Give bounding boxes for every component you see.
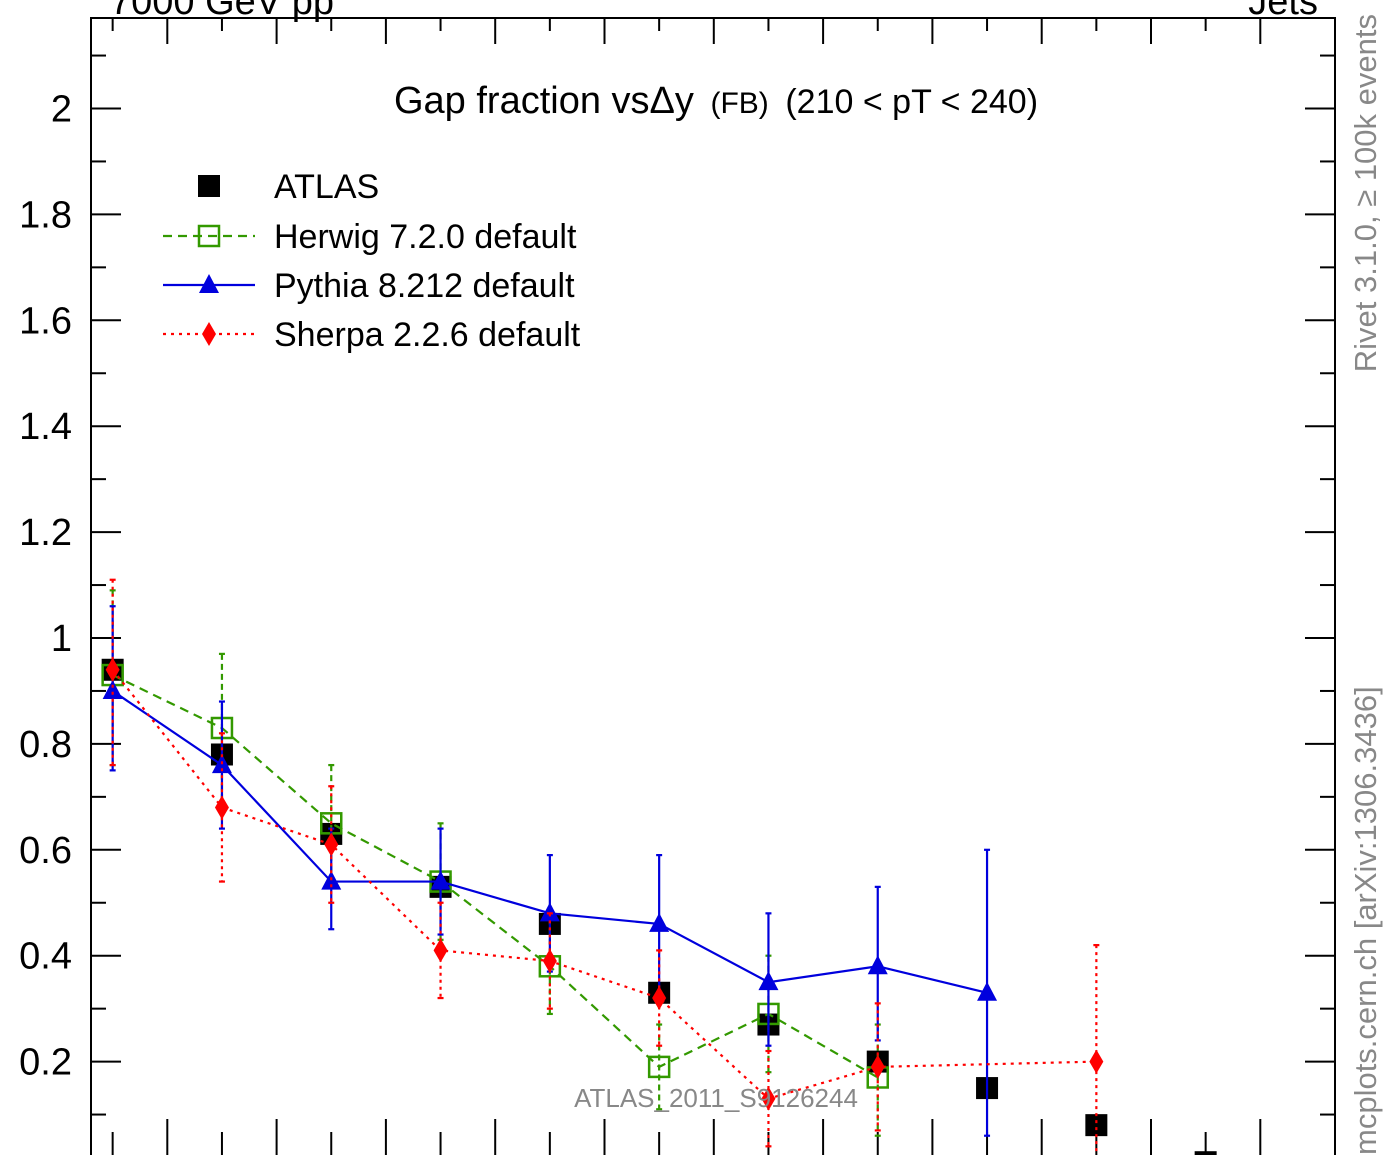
y-tick-label: 0.4	[19, 936, 72, 978]
legend-label: ATLAS	[274, 168, 379, 206]
data-point	[105, 657, 120, 682]
data-point	[1089, 1049, 1104, 1074]
data-point	[761, 1086, 776, 1111]
y-tick-label: 1.4	[19, 406, 72, 448]
data-point	[647, 1055, 671, 1079]
legend-marker	[197, 224, 221, 248]
analysis-watermark: ATLAS_2011_S9126244	[574, 1083, 858, 1113]
y-tick-label: 2	[51, 89, 72, 131]
data-point	[870, 1054, 885, 1079]
data-point	[1194, 1151, 1217, 1155]
data-point	[214, 795, 229, 820]
header-right-text: Jets	[1248, 0, 1318, 23]
data-point	[652, 986, 667, 1011]
y-tick-label: 0.8	[19, 724, 72, 766]
data-point	[539, 902, 560, 922]
legend-entry: Pythia 8.212 default	[163, 267, 575, 305]
legend-entry: ATLAS	[198, 168, 379, 206]
legend-label: Pythia 8.212 default	[274, 267, 575, 305]
data-point	[324, 832, 339, 857]
side-label-top: Rivet 3.1.0, ≥ 100k events	[1348, 14, 1383, 372]
chart-title-main: Gap fraction vsΔy	[394, 80, 694, 122]
series-herwig	[101, 589, 889, 1137]
y-tick-label: 1	[51, 618, 72, 660]
y-tick-label: 1.8	[19, 194, 72, 236]
data-point	[433, 938, 448, 963]
legend-label: Herwig 7.2.0 default	[274, 218, 577, 256]
series-pythia	[102, 605, 998, 1137]
legend-marker	[198, 175, 220, 197]
legend-marker	[199, 274, 219, 293]
y-tick-labels: 0.2 0.4 0.6 0.8 1 1.2 1.4 1.6 1.8 2	[19, 89, 72, 1084]
series-layer	[101, 578, 1217, 1155]
legend-entry: Herwig 7.2.0 default	[163, 218, 577, 256]
chart-title: Gap fraction vsΔy (FB) (210 < pT < 240)	[394, 80, 1038, 122]
chart-title-range: (210 < pT < 240)	[785, 83, 1038, 121]
series-sherpa	[105, 578, 1104, 1155]
y-tick-label: 1.2	[19, 512, 72, 554]
data-point	[758, 971, 779, 991]
series-line	[111, 669, 1097, 1100]
data-point	[649, 912, 670, 932]
data-point	[867, 955, 888, 975]
data-point	[977, 981, 998, 1001]
legend: ATLAS Herwig 7.2.0 default Pythia 8.212 de…	[163, 168, 581, 354]
data-point	[1085, 1114, 1108, 1137]
y-tick-label: 1.6	[19, 300, 72, 342]
data-point	[102, 679, 123, 699]
legend-label: Sherpa 2.2.6 default	[274, 316, 581, 354]
data-point	[430, 870, 451, 890]
side-label-bottom: mcplots.cern.ch [arXiv:1306.3436]	[1348, 686, 1383, 1155]
y-tick-label: 0.2	[19, 1042, 72, 1084]
data-point	[542, 948, 557, 973]
legend-entry: Sherpa 2.2.6 default	[163, 316, 581, 354]
chart-title-tag: (FB)	[710, 87, 768, 120]
y-tick-label: 0.6	[19, 830, 72, 872]
legend-marker	[202, 322, 216, 346]
